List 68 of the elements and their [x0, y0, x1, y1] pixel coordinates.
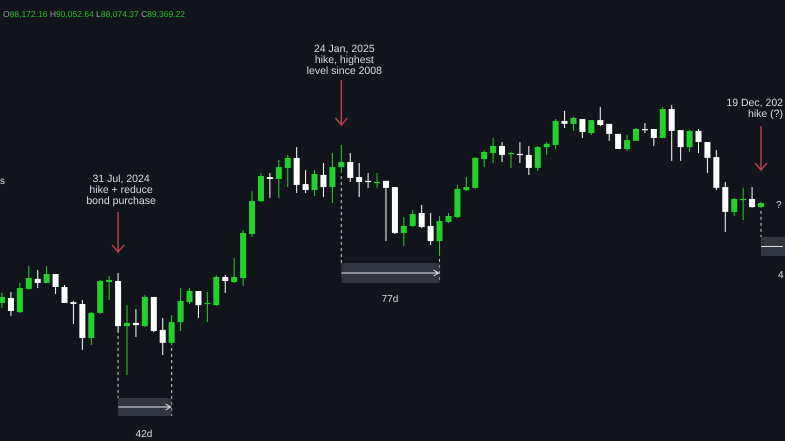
candlestick [276, 160, 282, 198]
candlestick [463, 176, 470, 192]
text: 4 [778, 270, 784, 281]
candlestick [410, 210, 416, 228]
annotation: s [0, 176, 5, 187]
candlestick [418, 204, 425, 229]
candlestick [106, 275, 112, 300]
candlestick [749, 186, 756, 208]
candlestick [499, 141, 506, 162]
candlestick [704, 141, 710, 174]
candlestick [231, 258, 238, 284]
candlestick [526, 146, 532, 176]
candlestick [428, 212, 434, 246]
candlestick [44, 265, 50, 284]
candlestick [570, 116, 576, 132]
candlestick [312, 170, 318, 196]
annotation: 19 Dec, 202 hike (?) [726, 97, 784, 120]
candlestick [168, 314, 175, 346]
text: 42d [136, 429, 152, 440]
candlestick [124, 304, 130, 376]
candlestick [606, 123, 612, 142]
candlestick [445, 212, 452, 224]
candlestick [34, 269, 41, 289]
candlestick [544, 141, 550, 156]
text: O88,172.16 H90,052.64 L88,074.37 C89,369.22 [3, 9, 186, 19]
candlestick [562, 110, 568, 128]
candlestick [668, 104, 675, 162]
candlestick [132, 308, 139, 338]
candlestick [695, 128, 702, 154]
candlestick [26, 265, 32, 290]
candlestick [329, 152, 336, 204]
candlestick [70, 300, 76, 324]
candlestick [195, 290, 202, 319]
candlestick [650, 128, 657, 147]
candlestick [490, 137, 496, 164]
candlestick [686, 130, 693, 152]
annotation: 31 Jul, 2024 hike + reduce bond purchase [86, 173, 156, 208]
candlestick [597, 106, 604, 127]
candlestick [400, 216, 407, 246]
candlestick [436, 215, 443, 256]
candlestick [534, 146, 541, 172]
candlestick [266, 172, 273, 198]
candlestick [356, 162, 362, 198]
candlestick [632, 127, 639, 142]
candlestick [320, 162, 326, 198]
candlestick [160, 318, 166, 356]
candlestick [186, 288, 193, 304]
annotation: 77d [382, 294, 398, 305]
candlestick [338, 144, 344, 174]
candlestick [222, 274, 228, 294]
text: 24 Jan, 2025 hike, highest level since 2008 [306, 43, 382, 78]
text: ? [776, 200, 782, 211]
candlestick [62, 284, 68, 304]
candlestick [284, 154, 291, 188]
candlestick [624, 134, 630, 152]
candlestick [678, 130, 684, 162]
candlestick [382, 180, 389, 242]
candlestick [588, 120, 594, 136]
candlestick [579, 118, 586, 138]
candlestick [178, 288, 184, 332]
candlestick [0, 292, 5, 309]
candlestick [347, 152, 354, 182]
candlestick [302, 170, 309, 194]
candlestick [52, 274, 59, 294]
candlestick [508, 151, 514, 168]
candlestick [731, 197, 738, 216]
candlestick [8, 292, 14, 316]
candlestick [481, 150, 488, 168]
